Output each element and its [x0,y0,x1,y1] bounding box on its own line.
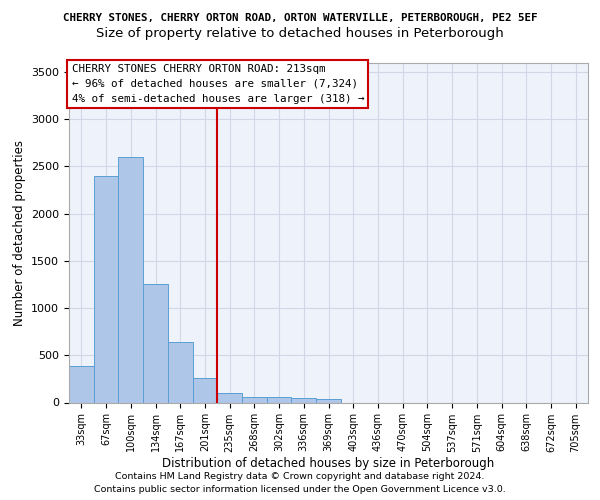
Bar [242,396,267,402]
Bar [168,342,193,402]
Bar [69,366,94,403]
Y-axis label: Number of detached properties: Number of detached properties [13,140,26,326]
Bar [94,176,118,402]
Bar [316,399,341,402]
Bar [267,396,292,402]
Text: Contains public sector information licensed under the Open Government Licence v3: Contains public sector information licen… [94,485,506,494]
Text: CHERRY STONES CHERRY ORTON ROAD: 213sqm
← 96% of detached houses are smaller (7,: CHERRY STONES CHERRY ORTON ROAD: 213sqm … [71,64,364,104]
X-axis label: Distribution of detached houses by size in Peterborough: Distribution of detached houses by size … [163,457,494,470]
Bar [217,393,242,402]
Bar [292,398,316,402]
Text: Size of property relative to detached houses in Peterborough: Size of property relative to detached ho… [96,28,504,40]
Text: Contains HM Land Registry data © Crown copyright and database right 2024.: Contains HM Land Registry data © Crown c… [115,472,485,481]
Bar [118,157,143,402]
Text: CHERRY STONES, CHERRY ORTON ROAD, ORTON WATERVILLE, PETERBOROUGH, PE2 5EF: CHERRY STONES, CHERRY ORTON ROAD, ORTON … [63,12,537,22]
Bar [193,378,217,402]
Bar [143,284,168,403]
